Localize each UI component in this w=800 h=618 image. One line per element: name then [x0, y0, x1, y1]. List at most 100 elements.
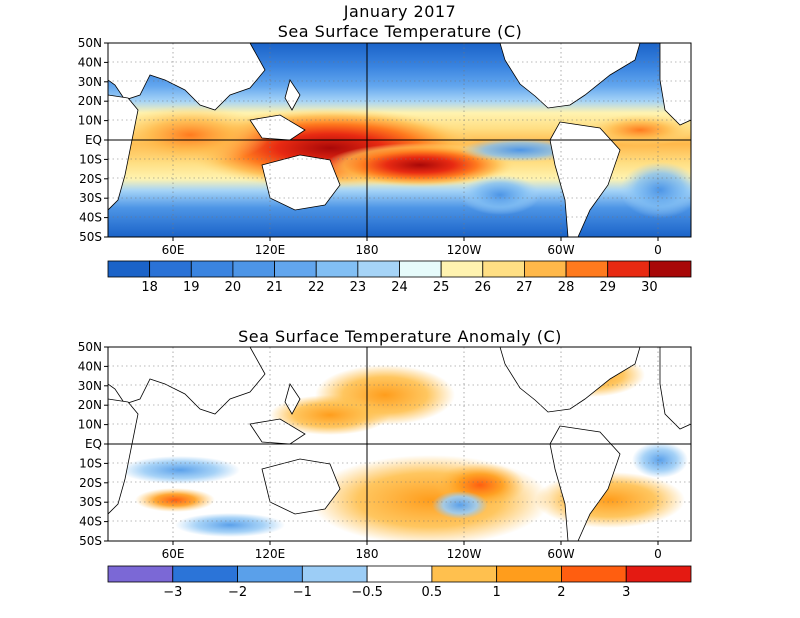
lon-axis-labels: 60E 120E 180 120W 60W 0: [162, 237, 662, 257]
colorbar-swatch: [399, 260, 442, 278]
lat-tick-label: 30N: [78, 75, 102, 89]
lat-tick-label: 40N: [78, 359, 102, 373]
asia-landmass: [108, 347, 266, 415]
sst-graticule: [108, 43, 691, 237]
colorbar-swatch: [172, 565, 238, 583]
lon-tick-label: 60W: [547, 243, 574, 257]
colorbar-label: −3: [163, 585, 182, 600]
colorbar-swatch: [366, 565, 433, 583]
europe-africa-landmass: [659, 347, 691, 430]
colorbar-label: 2: [557, 585, 565, 600]
anomaly-map-panel: 50N 40N 30N 20N 10N EQ 10S 20S 30S 40S 50S 60E 120E…: [78, 340, 692, 561]
lon-tick-label: 180: [356, 243, 379, 257]
lon-tick-label: 0: [654, 547, 662, 561]
maritime-continent: [249, 114, 306, 141]
lat-tick-label: 20S: [79, 172, 102, 186]
land-masses: [108, 347, 691, 541]
lat-tick-label: 10S: [79, 456, 102, 470]
colorbar-label: 3: [622, 585, 630, 600]
colorbar-swatch: [607, 260, 650, 278]
colorbar-label: 25: [433, 280, 450, 295]
maritime-continent: [249, 418, 306, 445]
colorbar-label: 24: [391, 280, 408, 295]
colorbar-swatch: [357, 260, 400, 278]
colorbar-label: 18: [141, 280, 158, 295]
colorbar-label: −0.5: [351, 585, 383, 600]
colorbar-swatch: [496, 565, 562, 583]
south-america-landmass: [549, 121, 621, 237]
colorbar-label: −2: [228, 585, 247, 600]
lat-axis-labels: 50N 40N 30N 20N 10N EQ 10S 20S 30S 40S 50S: [78, 36, 108, 244]
colorbar-swatch: [315, 260, 359, 278]
colorbar-swatch: [625, 565, 692, 583]
lat-tick-label: 20N: [78, 398, 102, 412]
colorbar-swatch: [301, 565, 368, 583]
australia-landmass: [261, 458, 341, 515]
australia-landmass: [261, 154, 341, 211]
lat-tick-label: 30S: [79, 191, 102, 205]
japan-island: [284, 79, 301, 111]
colorbar-swatch: [440, 260, 484, 278]
lat-tick-label: 30N: [78, 379, 102, 393]
sst-colorbar: 18 19 20 21 22 23 24 25 26 27 28 29 30: [107, 260, 692, 295]
colorbar-swatch: [431, 565, 498, 583]
lon-tick-label: 120E: [255, 547, 286, 561]
lat-tick-label: 40S: [79, 211, 102, 225]
colorbar-label: 19: [183, 280, 200, 295]
colorbar-label: 26: [475, 280, 492, 295]
colorbar-swatch: [561, 565, 627, 583]
europe-africa-landmass: [659, 43, 691, 126]
lon-tick-label: 120W: [447, 243, 482, 257]
colorbar-swatch: [107, 565, 174, 583]
north-america-landmass: [499, 347, 641, 413]
lon-tick-label: 120W: [447, 547, 482, 561]
lon-tick-label: 60W: [547, 547, 574, 561]
anomaly-graticule: [108, 347, 691, 541]
sst-map-panel: 50N 40N 30N 20N 10N EQ 10S 20S 30S 40S 50S 60E 120E…: [78, 36, 692, 257]
colorbar-swatch: [524, 260, 567, 278]
lat-tick-label: 50N: [78, 340, 102, 354]
colorbar-swatch: [565, 260, 609, 278]
lat-tick-label: 20N: [78, 94, 102, 108]
asia-landmass: [108, 43, 266, 111]
lat-tick-label: EQ: [85, 437, 102, 451]
colorbar-label: 27: [516, 280, 533, 295]
lon-tick-label: 60E: [162, 547, 185, 561]
lat-tick-label: 50S: [79, 230, 102, 244]
colorbar-swatch: [107, 260, 151, 278]
lat-tick-label: 10N: [78, 418, 102, 432]
colorbar-swatch: [648, 260, 692, 278]
colorbar-swatch: [190, 260, 234, 278]
colorbar-label: −1: [293, 585, 312, 600]
japan-island: [284, 383, 301, 415]
lon-tick-label: 0: [654, 243, 662, 257]
colorbar-swatch: [482, 260, 525, 278]
colorbar-swatch: [232, 260, 275, 278]
colorbar-label: 29: [599, 280, 616, 295]
map-period-title: January 2017: [343, 2, 457, 21]
anomaly-panel-title: Sea Surface Temperature Anomaly (C): [238, 327, 562, 346]
lat-tick-label: 10N: [78, 114, 102, 128]
anomaly-field: [108, 347, 691, 541]
lat-tick-label: 20S: [79, 476, 102, 490]
lat-tick-label: 30S: [79, 495, 102, 509]
land-masses: [108, 43, 691, 237]
colorbar-swatch: [237, 565, 303, 583]
lat-tick-label: 10S: [79, 152, 102, 166]
lon-tick-label: 180: [356, 547, 379, 561]
colorbar-label: 21: [266, 280, 283, 295]
colorbar-label: 23: [350, 280, 367, 295]
lon-axis-labels: 60E 120E 180 120W 60W 0: [162, 541, 662, 561]
lat-tick-label: 50S: [79, 534, 102, 548]
lon-tick-label: 60E: [162, 243, 185, 257]
south-america-landmass: [549, 425, 621, 541]
lon-tick-label: 120E: [255, 243, 286, 257]
anomaly-colorbar: −3 −2 −1 −0.5 0.5 1 2 3: [107, 565, 692, 600]
colorbar-label: 30: [641, 280, 658, 295]
lat-tick-label: 50N: [78, 36, 102, 50]
lat-tick-label: 40N: [78, 55, 102, 69]
colorbar-label: 0.5: [422, 585, 443, 600]
colorbar-label: 22: [308, 280, 325, 295]
colorbar-swatch: [274, 260, 317, 278]
